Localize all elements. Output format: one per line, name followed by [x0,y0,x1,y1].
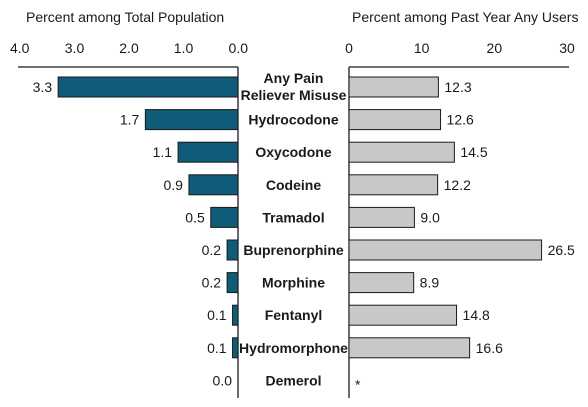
right-value-label: 26.5 [548,242,575,258]
right-panel-title: Percent among Past Year Any Users [352,9,578,25]
right-bar [348,174,439,196]
right-value-label: 8.9 [420,275,440,291]
left-value-label: 0.2 [202,275,222,291]
right-bar [348,76,439,98]
left-value-label: 1.1 [153,144,173,160]
left-value-label: 0.0 [213,372,233,388]
right-bar [348,239,543,261]
category-label: Fentanyl [265,307,323,323]
category-label: Buprenorphine [243,242,344,258]
right-tick-label: 10 [414,40,430,56]
left-value-label: 0.1 [207,307,227,323]
category-label: Any Pain [264,70,324,86]
left-panel-total-population: Percent among Total Population 4.0 3.0 2.0 1… [10,9,248,398]
left-bar [144,109,239,131]
left-value-label: 0.9 [163,177,183,193]
right-bar [348,304,458,326]
left-value-label: 1.7 [120,112,140,128]
right-bar [348,109,442,131]
category-label: Hydrocodone [248,112,338,128]
left-tick-label: 1.0 [174,40,194,56]
right-bar [348,206,415,228]
right-panel-past-year-users: Percent among Past Year Any Users 0 10 20 30… [345,9,578,398]
left-bar [226,239,239,261]
right-value-label: 16.6 [476,340,503,356]
category-label: Codeine [266,177,321,193]
category-label: Hydromorphone [239,340,348,356]
left-tick-label: 3.0 [65,40,85,56]
left-bar [188,174,239,196]
category-label: Demerol [265,372,321,388]
left-bar [57,76,239,98]
right-value-label: 12.2 [444,177,471,193]
right-value-label: 12.6 [447,112,474,128]
left-tick-label: 4.0 [10,40,30,56]
left-value-label: 0.2 [202,242,222,258]
left-bar [177,141,239,163]
category-label: Morphine [262,275,325,291]
right-value-label-suppressed: * [355,376,361,392]
right-bar [348,272,415,294]
right-value-label: 14.5 [460,144,487,160]
left-tick-label: 0.0 [229,40,249,56]
left-bar [232,304,239,326]
category-label: Reliever Misuse [241,87,347,103]
right-bar [348,141,455,163]
category-label: Tramadol [262,209,324,225]
right-tick-label: 30 [559,40,575,56]
left-bar [226,272,239,294]
left-panel-title: Percent among Total Population [26,9,224,25]
left-bar [232,337,239,359]
right-value-label: 14.8 [463,307,490,323]
left-bar [210,206,239,228]
left-value-label: 3.3 [33,79,53,95]
left-value-label: 0.1 [207,340,227,356]
right-bar [348,337,471,359]
left-value-label: 0.5 [185,209,205,225]
right-value-label: 12.3 [444,79,471,95]
right-tick-label: 20 [487,40,503,56]
left-tick-label: 2.0 [119,40,139,56]
category-label: Oxycodone [255,144,331,160]
right-tick-label: 0 [345,40,353,56]
right-value-label: 9.0 [420,209,440,225]
